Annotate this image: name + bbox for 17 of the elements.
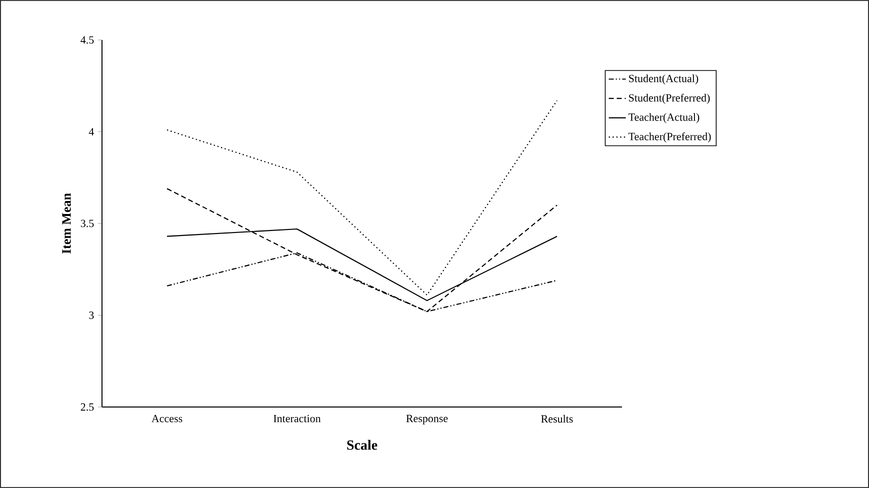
x-tick-label: Response bbox=[406, 414, 448, 424]
y-tick-label: 3 bbox=[89, 312, 94, 319]
y-tick-label: 4 bbox=[88, 128, 94, 136]
y-axis-title: Item Mean bbox=[62, 193, 71, 254]
x-tick-label: Access bbox=[152, 414, 182, 422]
x-tick-label: Results bbox=[541, 414, 573, 423]
legend-label: Teacher(Preferred) bbox=[628, 132, 711, 142]
y-tick-label: 4.5 bbox=[80, 36, 94, 44]
line-series bbox=[166, 188, 558, 312]
line-series bbox=[166, 100, 558, 296]
x-tick-label: Interaction bbox=[274, 414, 321, 422]
legend-label: Student(Preferred) bbox=[629, 94, 710, 104]
y-tick-label: 2.5 bbox=[80, 403, 94, 411]
legend-label: Student(Actual) bbox=[629, 74, 698, 84]
y-tick-label: 3.5 bbox=[80, 220, 94, 228]
legend-label: Teacher(Actual) bbox=[628, 113, 700, 124]
x-axis-title: Scale bbox=[347, 440, 378, 450]
